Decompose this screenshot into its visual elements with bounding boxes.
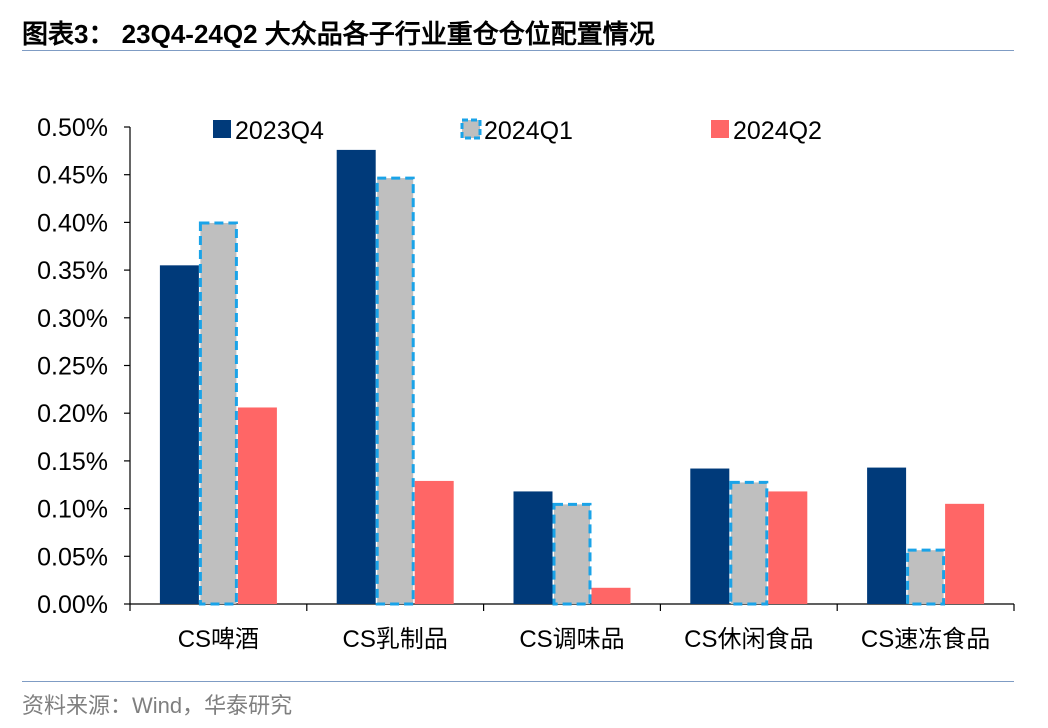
y-tick-label: 0.25% [37,353,108,381]
figure-title: 图表3： 23Q4-24Q2 大众品各子行业重仓仓位配置情况 [22,19,655,49]
y-tick-label: 0.40% [37,209,108,237]
y-axis: 0.00% 0.05% 0.10% 0.15% 0.20% 0.25% 0.30% 0.35%… [37,114,131,619]
bar-2024Q1-CS休闲食品 [729,480,769,606]
bars [159,149,985,606]
x-tick-label: CS休闲食品 [684,626,813,653]
y-tick-label: 0.10% [37,496,108,524]
legend: 2023Q4 2024Q1 2024Q2 [213,117,822,145]
x-axis: CS啤酒 CS乳制品 CS调味品 CS休闲食品 CS速冻食品 [129,603,1015,653]
x-tick-label: CS调味品 [519,626,624,653]
y-tick-label: 0.35% [37,257,108,285]
x-tick-label: CS速冻食品 [861,626,990,653]
y-tick-label: 0.30% [37,305,108,333]
legend-swatch-2023Q4 [213,120,231,138]
title-divider [22,50,1014,51]
bar-2024Q1-CS乳制品 [375,176,415,606]
bar-2024Q2-CS乳制品 [414,480,454,604]
bar-2023Q4-CS啤酒 [159,265,199,604]
y-tick-label: 0.00% [37,591,108,619]
bar-2024Q2-CS啤酒 [237,407,277,604]
bar-2023Q4-CS速冻食品 [867,467,907,604]
source-note: 资料来源：Wind，华泰研究 [22,693,293,718]
legend-label-2024Q2: 2024Q2 [733,117,822,145]
bar-2024Q1-CS速冻食品 [906,548,946,606]
x-tick-label: CS乳制品 [343,626,448,653]
legend-swatch-2024Q2 [711,120,729,138]
bar-2024Q1-CS调味品 [552,502,592,606]
y-tick-label: 0.20% [37,400,108,428]
bar-2023Q4-CS乳制品 [336,149,376,604]
bar-2024Q2-CS休闲食品 [768,491,808,604]
legend-label-2023Q4: 2023Q4 [235,117,324,145]
bar-2024Q2-CS调味品 [591,587,631,604]
bar-2023Q4-CS调味品 [513,491,553,604]
y-tick-label: 0.45% [37,162,108,190]
y-tick-label: 0.50% [37,114,108,142]
y-tick-label: 0.05% [37,543,108,571]
bar-2024Q2-CS速冻食品 [945,503,985,604]
bar-2024Q1-CS啤酒 [198,221,238,606]
legend-swatch-2024Q1 [460,118,482,140]
bar-2023Q4-CS休闲食品 [690,468,730,604]
y-tick-label: 0.15% [37,448,108,476]
legend-label-2024Q1: 2024Q1 [484,117,573,145]
x-tick-label: CS啤酒 [178,626,259,653]
source-divider [22,681,1014,682]
